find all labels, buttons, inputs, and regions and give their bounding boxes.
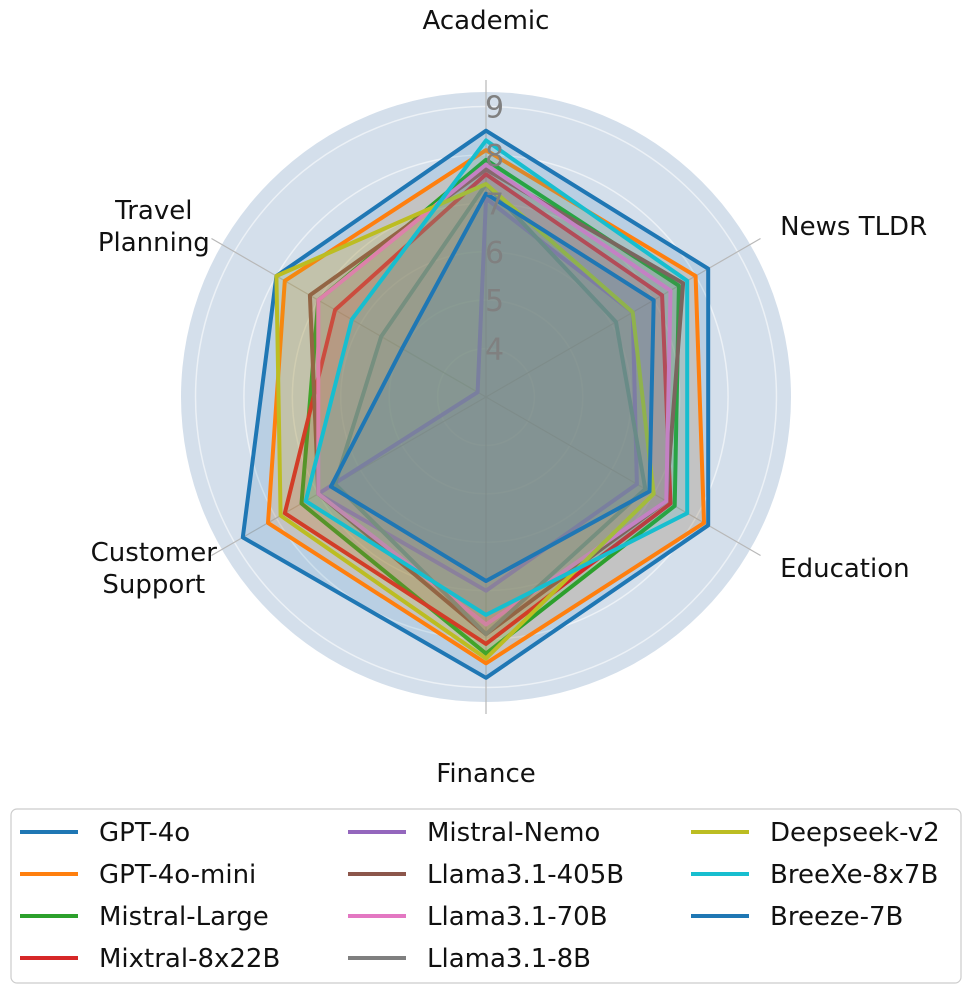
r-tick-label: 8	[485, 139, 504, 174]
legend-entry: Breeze-7B	[770, 902, 903, 932]
r-tick-label: 5	[485, 284, 504, 319]
category-label: Customer Support	[91, 538, 218, 600]
category-label: News TLDR	[780, 212, 927, 242]
legend-entry: Deepseek-v2	[770, 818, 940, 848]
legend-entry: Llama3.1-8B	[427, 944, 591, 974]
legend-entry: Llama3.1-70B	[427, 902, 608, 932]
category-label: Academic	[423, 6, 550, 36]
legend-entry: BreeXe-8x7B	[770, 860, 938, 890]
legend-entry: Llama3.1-405B	[427, 860, 624, 890]
series-llama3-1-70b	[316, 162, 673, 627]
legend: GPT-4o GPT-4o-mini Mistral-Large Mixtral-8x…	[10, 808, 962, 984]
legend-entry: Mistral-Large	[99, 902, 269, 932]
spoke-line	[485, 237, 761, 398]
category-label: Education	[780, 554, 909, 584]
spoke-line	[211, 237, 487, 398]
legend-frame	[10, 808, 962, 984]
legend-entry: GPT-4o-mini	[99, 860, 256, 890]
legend-entry: GPT-4o	[99, 818, 190, 848]
series-breeze-7b	[328, 191, 656, 583]
radar-plot-area: 4 5 6 7 8 9 Academic News TLDR Education Finance C…	[91, 6, 927, 789]
category-label: Travel Planning	[98, 196, 210, 258]
category-label: Finance	[436, 759, 535, 789]
r-tick-label: 6	[485, 236, 504, 271]
spoke-line	[485, 396, 761, 557]
r-tick-label: 7	[485, 187, 504, 222]
series-llama3-1-8b	[333, 182, 648, 637]
r-tick-label: 9	[485, 91, 504, 126]
legend-entry: Mixtral-8x22B	[99, 944, 280, 974]
r-tick-label: 4	[485, 333, 504, 368]
legend-entry: Mistral-Nemo	[427, 818, 600, 848]
